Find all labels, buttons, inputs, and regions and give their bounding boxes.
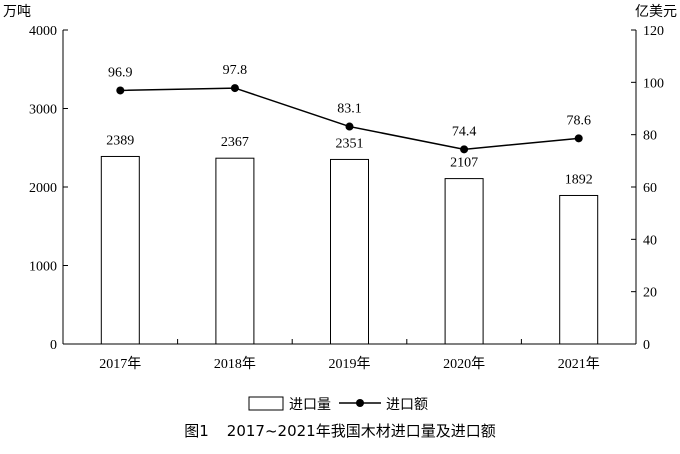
- figure-caption: 图1 2017~2021年我国木材进口量及进口额: [184, 422, 495, 440]
- left-tick-label: 3000: [29, 103, 57, 118]
- x-tick-label: 2021年: [558, 356, 600, 372]
- left-tick-label: 1000: [29, 260, 57, 275]
- bar-value-label: 2107: [450, 156, 478, 171]
- line-value-label: 97.8: [223, 63, 248, 78]
- line-value-label: 83.1: [337, 102, 362, 117]
- legend-line-label: 进口额: [386, 397, 428, 413]
- axes: 0 1000 2000 3000 4000 万吨 0 20 40 60 80 100 120 亿美元 201…: [3, 4, 677, 372]
- bar-value-label: 2351: [336, 136, 364, 151]
- line-point: [116, 86, 125, 95]
- bars: [100, 155, 599, 345]
- x-tick-label: 2018年: [214, 356, 256, 372]
- data-labels: 2389 2367 2351 2107 1892 96.9 97.8 83.1 74.4 78.6: [106, 63, 592, 187]
- bar: [100, 155, 140, 345]
- right-tick-label: 40: [643, 233, 657, 248]
- bar: [559, 194, 599, 345]
- right-tick-label: 20: [643, 286, 657, 301]
- left-tick-label: 4000: [29, 24, 57, 39]
- line-point: [345, 122, 354, 131]
- line-value-label: 74.4: [452, 124, 477, 139]
- right-tick-label: 60: [643, 181, 657, 196]
- bar: [330, 158, 369, 345]
- line-point: [460, 145, 469, 154]
- line-point: [574, 134, 583, 143]
- x-tick-label: 2020年: [443, 356, 485, 372]
- bar-value-label: 1892: [565, 172, 593, 187]
- line-series: [116, 84, 583, 154]
- line-value-label: 78.6: [566, 113, 591, 128]
- right-axis-label: 亿美元: [635, 4, 677, 20]
- right-tick-label: 120: [643, 24, 664, 39]
- right-tick-label: 100: [643, 76, 664, 91]
- x-tick-label: 2017年: [99, 356, 141, 372]
- bar: [444, 178, 484, 345]
- x-tick-label: 2019年: [329, 356, 371, 372]
- bar: [215, 157, 255, 345]
- bar-value-label: 2389: [106, 133, 134, 148]
- left-tick-label: 0: [50, 338, 57, 353]
- legend-bar-swatch: [248, 396, 284, 411]
- left-axis-label: 万吨: [3, 4, 31, 20]
- left-tick-label: 2000: [29, 181, 57, 196]
- right-tick-label: 0: [643, 338, 650, 353]
- legend-bar-label: 进口量: [289, 397, 331, 413]
- bar-value-label: 2367: [221, 135, 249, 150]
- legend-line-marker: [356, 399, 364, 407]
- right-tick-label: 80: [643, 129, 657, 144]
- line-value-label: 96.9: [108, 65, 133, 80]
- line-point: [230, 84, 239, 93]
- legend: 进口量 进口额: [248, 396, 428, 413]
